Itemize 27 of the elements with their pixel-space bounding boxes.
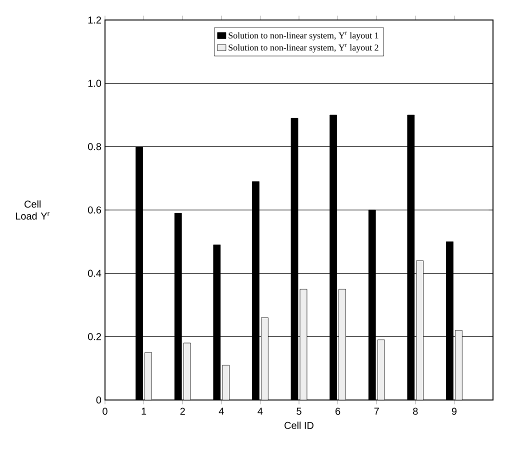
legend-label: Solution to non-linear system, Υ$^{r}$ layout 2 <box>228 44 378 52</box>
y-tick-label: 0.2 <box>88 333 101 340</box>
x-axis-title: Cell ID <box>284 422 314 429</box>
x-tick-label: 9 <box>452 408 457 415</box>
bar <box>416 260 424 400</box>
x-tick-label: 0 <box>102 408 108 415</box>
x-tick-label: 2 <box>180 408 185 415</box>
bar <box>338 288 346 400</box>
x-tick-label: 4 <box>258 408 263 415</box>
bar <box>260 317 268 400</box>
bar <box>455 330 462 400</box>
bar <box>144 352 152 400</box>
x-tick-label: 4 <box>218 408 224 415</box>
x-tick-label: 7 <box>374 408 379 415</box>
bar <box>222 364 230 400</box>
y-tick-label: 1.0 <box>88 80 102 87</box>
y-tick-label: 1.2 <box>88 16 101 24</box>
x-tick-label: 1 <box>142 408 146 415</box>
x-tick-label: 5 <box>296 408 302 415</box>
y-tick-label: 0.8 <box>88 143 102 150</box>
y-tick-label: 0.6 <box>88 206 102 214</box>
y-axis-title: Cell Load Υ$^{r}$ <box>16 200 50 220</box>
legend-label: Solution to non-linear system, Υ$^{r}$ layout 1 <box>228 32 378 40</box>
y-tick-label: 0 <box>96 396 102 404</box>
x-tick-label: 8 <box>413 408 418 415</box>
x-tick-label: 6 <box>336 408 340 415</box>
y-tick-label: 0.4 <box>88 270 102 277</box>
